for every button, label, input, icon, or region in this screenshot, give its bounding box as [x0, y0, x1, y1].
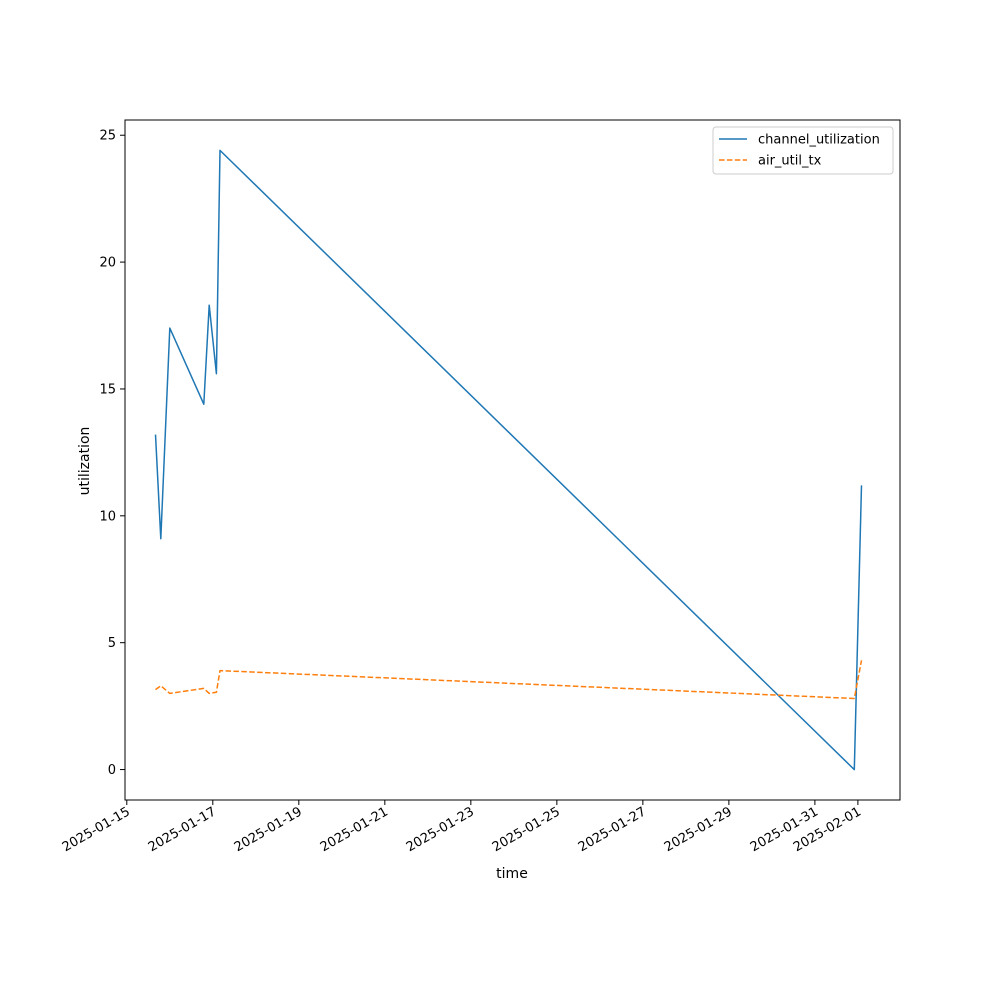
legend-label-channel_utilization: channel_utilization [758, 133, 880, 148]
y-tick-label: 10 [99, 509, 116, 524]
legend-box [712, 126, 894, 175]
legend-label-air_util_tx: air_util_tx [758, 154, 822, 169]
y-axis-label: utilization [77, 427, 93, 496]
legend: channel_utilization air_util_tx [712, 126, 894, 175]
plot-lines [154, 149, 863, 771]
y-axis: 0 5 10 15 20 25 [99, 129, 125, 778]
y-tick-label: 15 [99, 382, 116, 397]
plot-area-frame [124, 119, 901, 801]
y-tick-label: 0 [108, 763, 116, 778]
y-tick-label: 20 [99, 256, 116, 271]
x-axis-label: time [496, 866, 528, 882]
y-tick-label: 5 [108, 636, 116, 651]
series-line-channel_utilization [154, 149, 863, 771]
y-tick-label: 25 [99, 129, 116, 144]
series-line-air_util_tx [155, 660, 863, 700]
